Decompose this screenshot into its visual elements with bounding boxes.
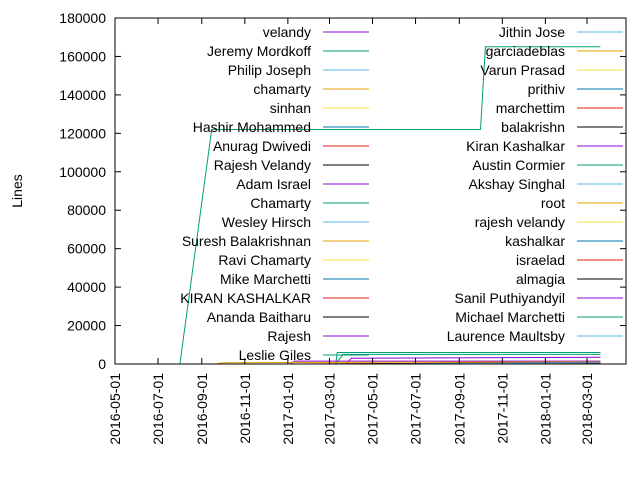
- y-tick-label: 80000: [67, 202, 106, 218]
- legend-label: Mike Marchetti: [220, 271, 311, 287]
- y-tick-label: 100000: [59, 164, 106, 180]
- series-line-leslie-giles: [335, 352, 601, 365]
- legend-label: sinhan: [270, 100, 311, 116]
- legend-label: israelad: [516, 252, 565, 268]
- legend-label: Jithin Jose: [499, 24, 565, 40]
- x-tick-label: 2017-01-01: [280, 373, 296, 445]
- y-tick-label: 160000: [59, 48, 106, 64]
- legend-label: Ravi Chamarty: [218, 252, 311, 268]
- y-tick-label: 140000: [59, 87, 106, 103]
- legend-label: Michael Marchetti: [455, 309, 565, 325]
- y-tick-label: 20000: [67, 318, 106, 334]
- legend-label: Anurag Dwivedi: [213, 138, 311, 154]
- x-tick-label: 2016-11-01: [237, 373, 253, 444]
- legend-label: Ananda Baitharu: [207, 309, 311, 325]
- legend-label: Rajesh Velandy: [214, 157, 311, 173]
- x-tick-label: 2017-05-01: [365, 373, 381, 445]
- legend-label: Austin Cormier: [472, 157, 565, 173]
- legend-label: Suresh Balakrishnan: [182, 233, 311, 249]
- y-tick-label: 60000: [67, 241, 106, 257]
- legend-label: prithiv: [528, 81, 565, 97]
- y-tick-label: 180000: [59, 10, 106, 26]
- x-axis: 2016-05-01 2016-07-01 2016-09-01 2016-11-01…: [107, 18, 595, 445]
- legend-label: Akshay Singhal: [468, 176, 565, 192]
- legend-label: almagia: [516, 271, 565, 287]
- legend-label: KIRAN KASHALKAR: [180, 290, 311, 306]
- plot-frame: [114, 17, 627, 365]
- legend-label: Kiran Kashalkar: [466, 138, 565, 154]
- x-tick-label: 2016-09-01: [194, 373, 210, 445]
- x-tick-label: 2016-07-01: [150, 373, 166, 445]
- x-tick-label: 2017-09-01: [451, 373, 467, 445]
- legend-label: marchettim: [496, 100, 565, 116]
- x-tick-label: 2017-11-01: [494, 373, 510, 444]
- legend-label: Varun Prasad: [480, 62, 565, 78]
- legend-label: Rajesh: [267, 328, 311, 344]
- x-tick-label: 2018-03-01: [579, 373, 595, 445]
- y-tick-label: 40000: [67, 279, 106, 295]
- legend-label: balakrishn: [501, 119, 565, 135]
- series-line-jeremy-mordkoff: [179, 46, 601, 365]
- legend-label: velandy: [263, 24, 311, 40]
- series-line-rajesh: [290, 360, 601, 365]
- legend-label: rajesh velandy: [475, 214, 565, 230]
- x-tick-label: 2018-01-01: [537, 373, 553, 445]
- y-tick-label: 120000: [59, 125, 106, 141]
- legend: velandy Jeremy Mordkoff Philip Joseph chama…: [180, 24, 623, 363]
- legend-label: chamarty: [253, 81, 311, 97]
- legend-label: Jeremy Mordkoff: [207, 43, 311, 59]
- legend-label: Leslie Giles: [239, 347, 311, 363]
- legend-label: Adam Israel: [236, 176, 311, 192]
- legend-label: Sanil Puthiyandyil: [454, 290, 565, 306]
- y-axis-label: Lines: [9, 174, 25, 207]
- legend-label: Chamarty: [250, 195, 311, 211]
- x-tick-label: 2017-03-01: [321, 373, 337, 445]
- x-tick-label: 2016-05-01: [107, 373, 123, 445]
- legend-label: Philip Joseph: [228, 62, 311, 78]
- legend-label: kashalkar: [505, 233, 565, 249]
- legend-label: Laurence Maultsby: [447, 328, 565, 344]
- legend-label: Hashir Mohammed: [193, 119, 311, 135]
- y-tick-label: 0: [98, 356, 106, 372]
- legend-label: garciadeblas: [486, 43, 565, 59]
- legend-label: Wesley Hirsch: [222, 214, 311, 230]
- legend-label: root: [541, 195, 565, 211]
- y-axis: 0 20000 40000 60000 80000 100000 120000 140000 1…: [59, 10, 626, 372]
- x-tick-label: 2017-07-01: [408, 373, 424, 445]
